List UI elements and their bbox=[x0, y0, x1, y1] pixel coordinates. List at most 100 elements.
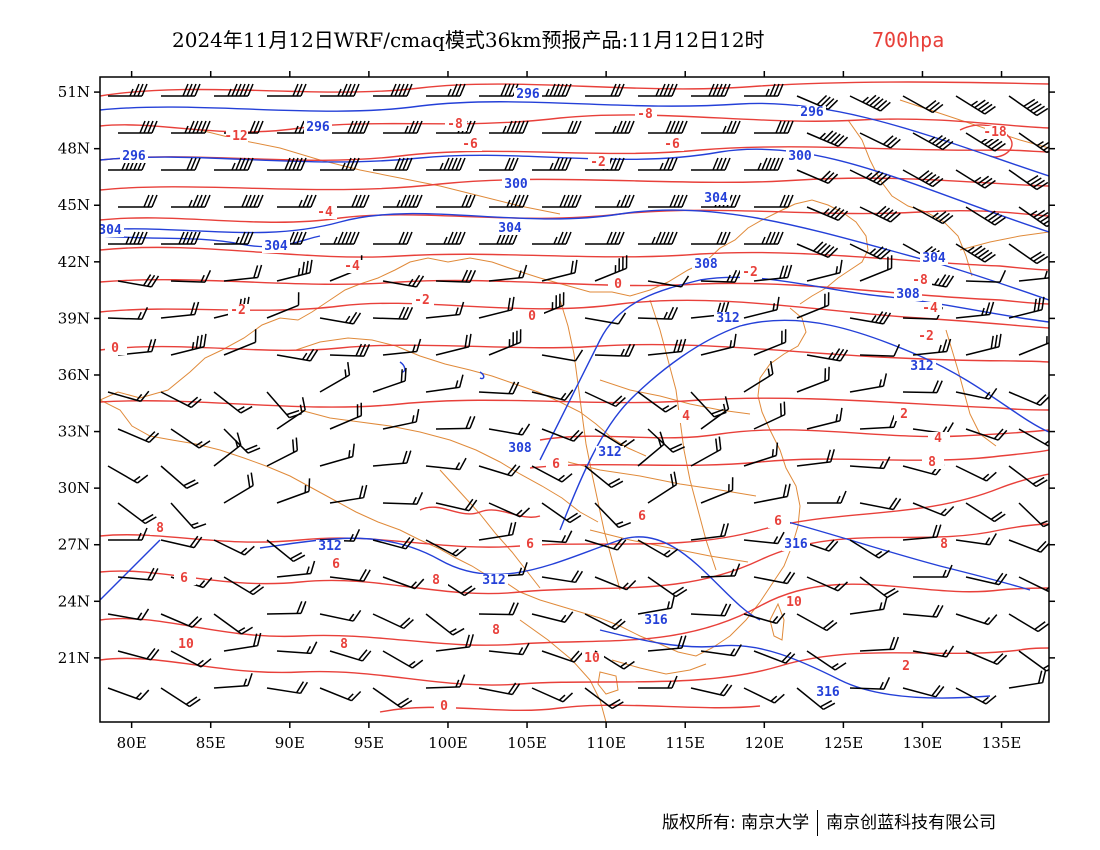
wind-barb bbox=[223, 472, 254, 504]
footer-credits: 版权所有: 南京大学 南京创蓝科技有限公司 bbox=[662, 808, 996, 836]
temperature-contour-label: 10 bbox=[584, 651, 600, 666]
wind-barb bbox=[1008, 465, 1048, 488]
y-tick-label: 33N bbox=[58, 423, 90, 441]
wind-barb bbox=[638, 675, 678, 689]
geopotential-contour-label: 312 bbox=[598, 445, 621, 460]
wind-barb bbox=[638, 157, 678, 171]
wind-barb bbox=[955, 169, 996, 189]
geopotential-contour-label: 296 bbox=[516, 87, 540, 102]
wind-barb bbox=[965, 270, 1007, 283]
temperature-contour-label: 8 bbox=[928, 455, 936, 470]
temperature-label-bg bbox=[894, 408, 916, 421]
y-tick-label: 42N bbox=[58, 253, 90, 271]
wind-barb bbox=[647, 576, 688, 598]
temperature-label-bg bbox=[228, 304, 250, 317]
temperature-label-bg bbox=[546, 458, 568, 471]
wind-barb bbox=[382, 409, 420, 430]
wind-barb bbox=[806, 650, 847, 671]
wind-barb bbox=[117, 648, 160, 661]
wind-barb bbox=[319, 362, 351, 393]
wind-barb bbox=[117, 567, 159, 581]
wind-barb bbox=[488, 423, 531, 436]
wind-barb bbox=[796, 687, 836, 711]
wind-barb bbox=[700, 477, 734, 504]
wind-barb bbox=[160, 613, 203, 628]
wind-barb bbox=[372, 450, 412, 467]
wind-barb bbox=[320, 83, 360, 97]
wind-barb bbox=[1008, 669, 1047, 689]
wind-barb bbox=[107, 608, 150, 621]
pressure-level-label: 700hpa bbox=[872, 28, 944, 52]
wind-barb bbox=[1008, 95, 1049, 117]
wind-barb bbox=[320, 157, 360, 171]
temperature-label-bg bbox=[486, 624, 508, 637]
temperature-contour-label: -18 bbox=[983, 125, 1007, 140]
wind-barb bbox=[426, 231, 466, 245]
wind-barb bbox=[373, 157, 413, 171]
temperature-label-bg bbox=[426, 574, 448, 587]
wind-barb bbox=[859, 132, 901, 149]
geopotential-contour-label: 316 bbox=[784, 537, 808, 552]
geopotential-label-bg bbox=[814, 686, 842, 699]
wind-barb bbox=[319, 311, 362, 325]
wind-barb bbox=[160, 465, 199, 489]
wind-barb bbox=[488, 642, 530, 656]
wind-barb bbox=[425, 301, 465, 319]
wind-barb bbox=[648, 120, 688, 134]
temperature-contour-label: 10 bbox=[786, 595, 802, 610]
wind-barb bbox=[806, 407, 843, 430]
wind-barb bbox=[690, 436, 722, 467]
wind-barb bbox=[213, 673, 253, 689]
wind-barb bbox=[965, 206, 1006, 226]
wind-barb bbox=[744, 83, 784, 97]
wind-barb bbox=[638, 231, 678, 245]
temperature-label-bg bbox=[676, 410, 698, 423]
wind-barb bbox=[585, 231, 625, 245]
wind-barb bbox=[1008, 169, 1049, 191]
wind-barb bbox=[912, 502, 955, 517]
wind-barb bbox=[478, 602, 519, 616]
temperature-label-bg bbox=[608, 278, 630, 291]
geopotential-contour-label: 304 bbox=[704, 191, 728, 206]
latitude-axis: 51N 48N 45N 42N 39N 36N 33N 30N 27N 24N 21N bbox=[58, 83, 1055, 667]
temperature-label-bg bbox=[434, 700, 456, 713]
temperature-contour-label: -6 bbox=[462, 137, 478, 152]
wind-barb bbox=[266, 292, 300, 319]
temperature-contour-label: -8 bbox=[912, 273, 928, 288]
wind-barb bbox=[912, 338, 952, 356]
wind-barb bbox=[108, 83, 148, 97]
geopotential-contour-label: 304 bbox=[922, 251, 946, 266]
wind-barb bbox=[753, 329, 787, 356]
longitude-axis: 80E 85E 90E 95E 100E 105E 110E 115E 120E 125E 130E… bbox=[117, 71, 1021, 752]
temperature-contour-label: -8 bbox=[637, 107, 653, 122]
temperature-contour-label: 0 bbox=[111, 341, 119, 356]
map-frame bbox=[99, 76, 1050, 723]
wind-barb bbox=[320, 231, 360, 245]
x-tick-label: 130E bbox=[903, 734, 943, 752]
geopotential-label-bg bbox=[692, 258, 720, 271]
wind-barb bbox=[743, 442, 779, 467]
wind-barb bbox=[425, 457, 467, 471]
y-tick-label: 48N bbox=[58, 140, 90, 158]
temperature-label-bg bbox=[768, 515, 790, 528]
wind-barb bbox=[753, 650, 796, 664]
temperature-contour-label: -4 bbox=[922, 301, 938, 316]
wind-barb bbox=[691, 157, 731, 171]
wind-barb bbox=[806, 576, 849, 592]
wind-barb bbox=[425, 539, 467, 557]
wind-barb bbox=[276, 478, 311, 504]
wind-barb bbox=[488, 502, 531, 518]
geopotential-label-bg bbox=[894, 288, 922, 301]
wind-barb bbox=[1008, 243, 1049, 265]
wind-barb bbox=[107, 390, 150, 403]
wind-barb bbox=[796, 241, 839, 258]
wind-barb bbox=[488, 264, 528, 282]
temperature-contour-label: -6 bbox=[664, 137, 680, 152]
wind-barb bbox=[902, 604, 944, 618]
temperature-contour-label: 2 bbox=[902, 659, 910, 674]
wind-barb bbox=[849, 456, 891, 470]
wind-barb bbox=[637, 431, 665, 467]
wind-barb bbox=[117, 502, 157, 525]
geopotential-contour-label: 296 bbox=[122, 149, 146, 164]
wind-barb bbox=[955, 243, 996, 263]
